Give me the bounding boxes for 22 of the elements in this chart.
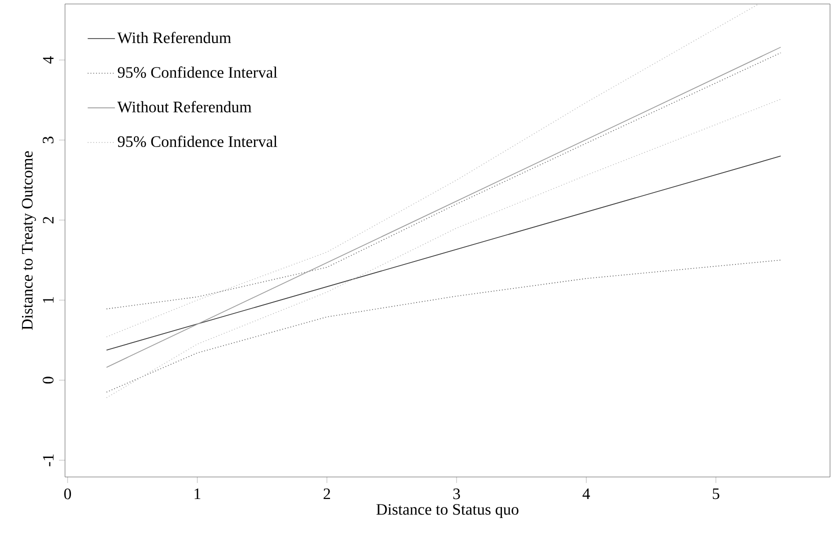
x-tick-label: 4 xyxy=(582,488,590,499)
legend-label: Without Referendum xyxy=(117,101,252,112)
x-tick-label: 0 xyxy=(64,488,71,500)
line-series xyxy=(106,260,782,393)
x-axis-title: Distance to Status quo xyxy=(376,504,518,518)
y-tick-label: 4 xyxy=(43,56,54,64)
y-tick-label: -1 xyxy=(42,454,54,466)
legend-label: With Referendum xyxy=(117,32,232,44)
line-series xyxy=(106,52,782,310)
y-axis-title: Distance to Treaty Outcome xyxy=(22,151,36,330)
x-tick-label: 1 xyxy=(194,488,200,500)
y-tick-label: 3 xyxy=(42,136,54,144)
y-tick-label: 0 xyxy=(42,376,54,384)
line-series xyxy=(106,98,782,398)
y-tick-label: 1 xyxy=(42,297,54,303)
x-tick-label: 3 xyxy=(453,488,460,500)
legend-label: 95% Confidence Interval xyxy=(118,136,278,148)
x-tick-label: 5 xyxy=(712,488,720,500)
y-tick-label: 2 xyxy=(42,216,54,224)
line-series xyxy=(106,4,760,338)
legend-label: 95% Confidence Interval xyxy=(118,66,278,78)
x-tick-label: 2 xyxy=(324,488,330,500)
